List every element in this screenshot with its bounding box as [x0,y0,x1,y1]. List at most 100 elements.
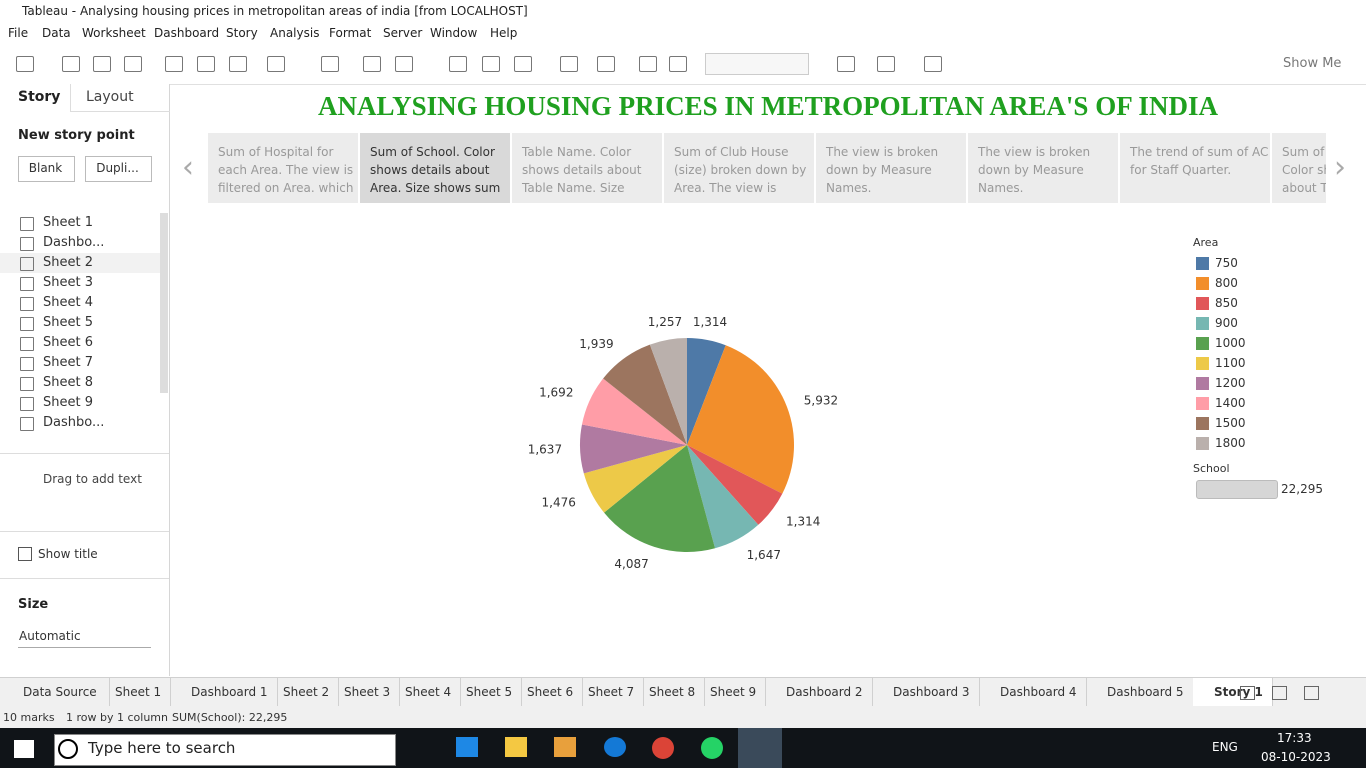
menu-item[interactable]: Dashboard [154,26,220,40]
sheet-tab[interactable] [872,678,980,706]
sheet-tab[interactable] [277,678,339,706]
sidebar-tab[interactable]: Layout [86,89,134,105]
menu-item[interactable]: Help [490,26,518,40]
legend-label[interactable]: 1800 [1215,436,1246,450]
sheet-item[interactable]: Sheet 9 [43,395,93,410]
search-box[interactable] [54,734,396,766]
sheet-tab[interactable] [704,678,766,706]
story-button[interactable] [85,156,152,182]
legend-label[interactable]: 1100 [1215,356,1246,370]
sheet-tab-label[interactable]: Sheet 5 [466,685,513,699]
show-title-checkbox[interactable] [18,547,32,561]
search-text[interactable]: Type here to search [88,739,236,757]
sheet-tab[interactable] [643,678,705,706]
toolbar-icon[interactable] [16,56,34,72]
story-button[interactable] [18,156,75,182]
sheet-item[interactable]: Sheet 2 [43,255,93,270]
sheet-item[interactable]: Sheet 1 [43,215,93,230]
sheet-item[interactable]: Sheet 7 [43,355,93,370]
toolbar-icon[interactable] [124,56,142,72]
sheet-tab-label[interactable]: Dashboard 5 [1107,685,1184,699]
sheet-tab[interactable] [521,678,583,706]
sheet-tab-label[interactable]: Sheet 7 [588,685,635,699]
legend-label[interactable]: 1500 [1215,416,1246,430]
size-dropdown[interactable]: Automatic [19,629,81,643]
legend-label[interactable]: 900 [1215,316,1238,330]
chrome-app[interactable] [652,737,674,759]
menu-item[interactable]: Data [42,26,71,40]
sheet-item[interactable]: Dashbo... [43,415,105,430]
menu-item[interactable]: Server [383,26,423,40]
legend-swatch[interactable] [1196,377,1209,390]
toolbar-icon[interactable] [639,56,657,72]
menu-item[interactable]: Story [226,26,258,40]
drag-text[interactable]: Drag to add text [43,472,142,486]
sheet-tab-label[interactable]: Dashboard 4 [1000,685,1077,699]
menu-item[interactable]: File [8,26,29,40]
sheet-tab-label[interactable]: Dashboard 1 [191,685,268,699]
sheet-tab-label[interactable]: Sheet 9 [710,685,757,699]
language-indicator[interactable]: ENG [1212,740,1238,754]
legend-swatch[interactable] [1196,297,1209,310]
menu-item[interactable]: Window [430,26,478,40]
toolbar-icon[interactable] [482,56,500,72]
prev-point[interactable]: ‹ [182,150,194,185]
fit-dropdown[interactable] [705,53,809,75]
sheet-tab[interactable] [109,678,171,706]
toolbar-icon[interactable] [395,56,413,72]
legend-label[interactable]: 750 [1215,256,1238,270]
story-point[interactable]: The view is broken down by Measure Names. [816,133,966,203]
story-point[interactable]: The trend of sum of AC for Staff Quarter. [1120,133,1270,203]
legend-label[interactable]: 1000 [1215,336,1246,350]
sheet-tab[interactable] [338,678,400,706]
sheet-tab[interactable] [979,678,1087,706]
toolbar-icon[interactable] [514,56,532,72]
mail-app[interactable] [456,737,478,757]
toolbar-icon[interactable] [877,56,895,72]
explorer-app[interactable] [505,737,527,757]
sheet-item[interactable]: Sheet 4 [43,295,93,310]
menu-item[interactable]: Format [329,26,372,40]
toolbar-icon[interactable] [267,56,285,72]
sheet-item[interactable]: Sheet 6 [43,335,93,350]
new-sheet-button[interactable] [1304,686,1319,700]
sheet-item[interactable]: Sheet 3 [43,275,93,290]
show-me-button[interactable]: Show Me [1283,56,1342,71]
sheet-tab[interactable] [582,678,644,706]
story-point[interactable]: Sum of School. Color shows details about A… [360,133,510,203]
sheet-tab-label[interactable]: Dashboard 3 [893,685,970,699]
sheet-tab[interactable] [2,678,110,706]
sheet-tab-label[interactable]: Sheet 2 [283,685,330,699]
legend-swatch[interactable] [1196,417,1209,430]
sheet-item[interactable]: Sheet 8 [43,375,93,390]
story-point[interactable]: Sum of Color sh about Ta [1272,133,1326,203]
legend-label[interactable]: 850 [1215,296,1238,310]
legend-swatch[interactable] [1196,337,1209,350]
whatsapp-app[interactable] [701,737,723,759]
sheet-tab-label[interactable]: Sheet 8 [649,685,696,699]
toolbar-icon[interactable] [597,56,615,72]
store-app[interactable] [554,737,576,757]
story-point[interactable]: Table Name. Color shows details about Tabl… [512,133,662,203]
next-point[interactable]: › [1334,150,1346,185]
sheet-item[interactable]: Sheet 5 [43,315,93,330]
legend-swatch[interactable] [1196,257,1209,270]
sheet-tab-label[interactable]: Sheet 6 [527,685,574,699]
legend-label[interactable]: 1200 [1215,376,1246,390]
show-title-label[interactable]: Show title [38,547,98,561]
toolbar-icon[interactable] [924,56,942,72]
story-point[interactable]: Sum of Club House (size) broken down by Ar… [664,133,814,203]
legend-swatch[interactable] [1196,437,1209,450]
sheet-item[interactable]: Dashbo... [43,235,105,250]
new-sheet-button[interactable] [1272,686,1287,700]
toolbar-icon[interactable] [321,56,339,72]
edge-app[interactable] [604,737,626,757]
toolbar-icon[interactable] [669,56,687,72]
sheet-tab[interactable] [1193,678,1273,706]
toolbar-icon[interactable] [165,56,183,72]
toolbar-icon[interactable] [229,56,247,72]
toolbar-icon[interactable] [93,56,111,72]
sheet-tab[interactable] [765,678,873,706]
story-button-label[interactable]: Blank [28,161,63,175]
legend-swatch[interactable] [1196,397,1209,410]
